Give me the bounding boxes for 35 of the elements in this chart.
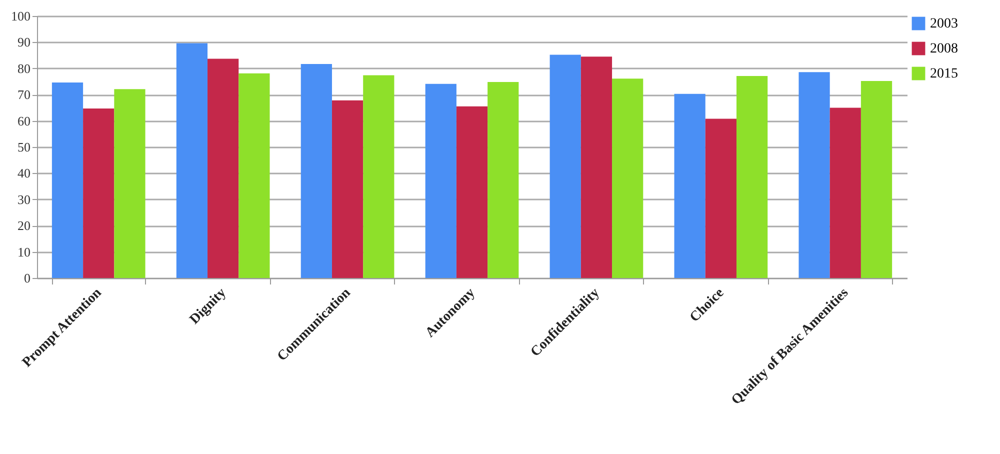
bar [580, 56, 612, 278]
y-tick-label: 0 [24, 270, 30, 286]
y-tick-label: 60 [18, 113, 30, 128]
y-tick-label: 50 [18, 140, 30, 154]
bar [830, 108, 861, 278]
y-tick-label: 30 [18, 192, 30, 207]
y-tick-label: 70 [18, 87, 30, 102]
y-tick-label: 100 [11, 8, 30, 24]
y-tick-label: 90 [18, 34, 30, 50]
y-tick-label: 10 [18, 244, 30, 260]
legend-label: 2008 [930, 42, 958, 56]
bar [208, 58, 239, 278]
bar [860, 80, 892, 278]
bar [52, 82, 84, 278]
y-tick-label: 40 [18, 166, 30, 181]
bar [425, 84, 456, 278]
bar [332, 100, 364, 278]
y-tick-label: 80 [18, 60, 30, 76]
bar [238, 73, 270, 278]
bar [550, 54, 581, 278]
bar [363, 75, 394, 278]
bar [83, 108, 114, 278]
bar [300, 64, 332, 278]
y-tick-label: 20 [18, 218, 30, 234]
bar [736, 76, 768, 278]
bar [456, 106, 488, 278]
bar [705, 118, 736, 278]
bar [114, 89, 146, 278]
bar [612, 78, 644, 278]
legend-label: 2015 [930, 66, 958, 82]
bar [674, 94, 706, 278]
bar [176, 43, 208, 278]
bar [798, 72, 830, 278]
bar [488, 82, 519, 278]
legend-label: 2003 [930, 16, 958, 32]
